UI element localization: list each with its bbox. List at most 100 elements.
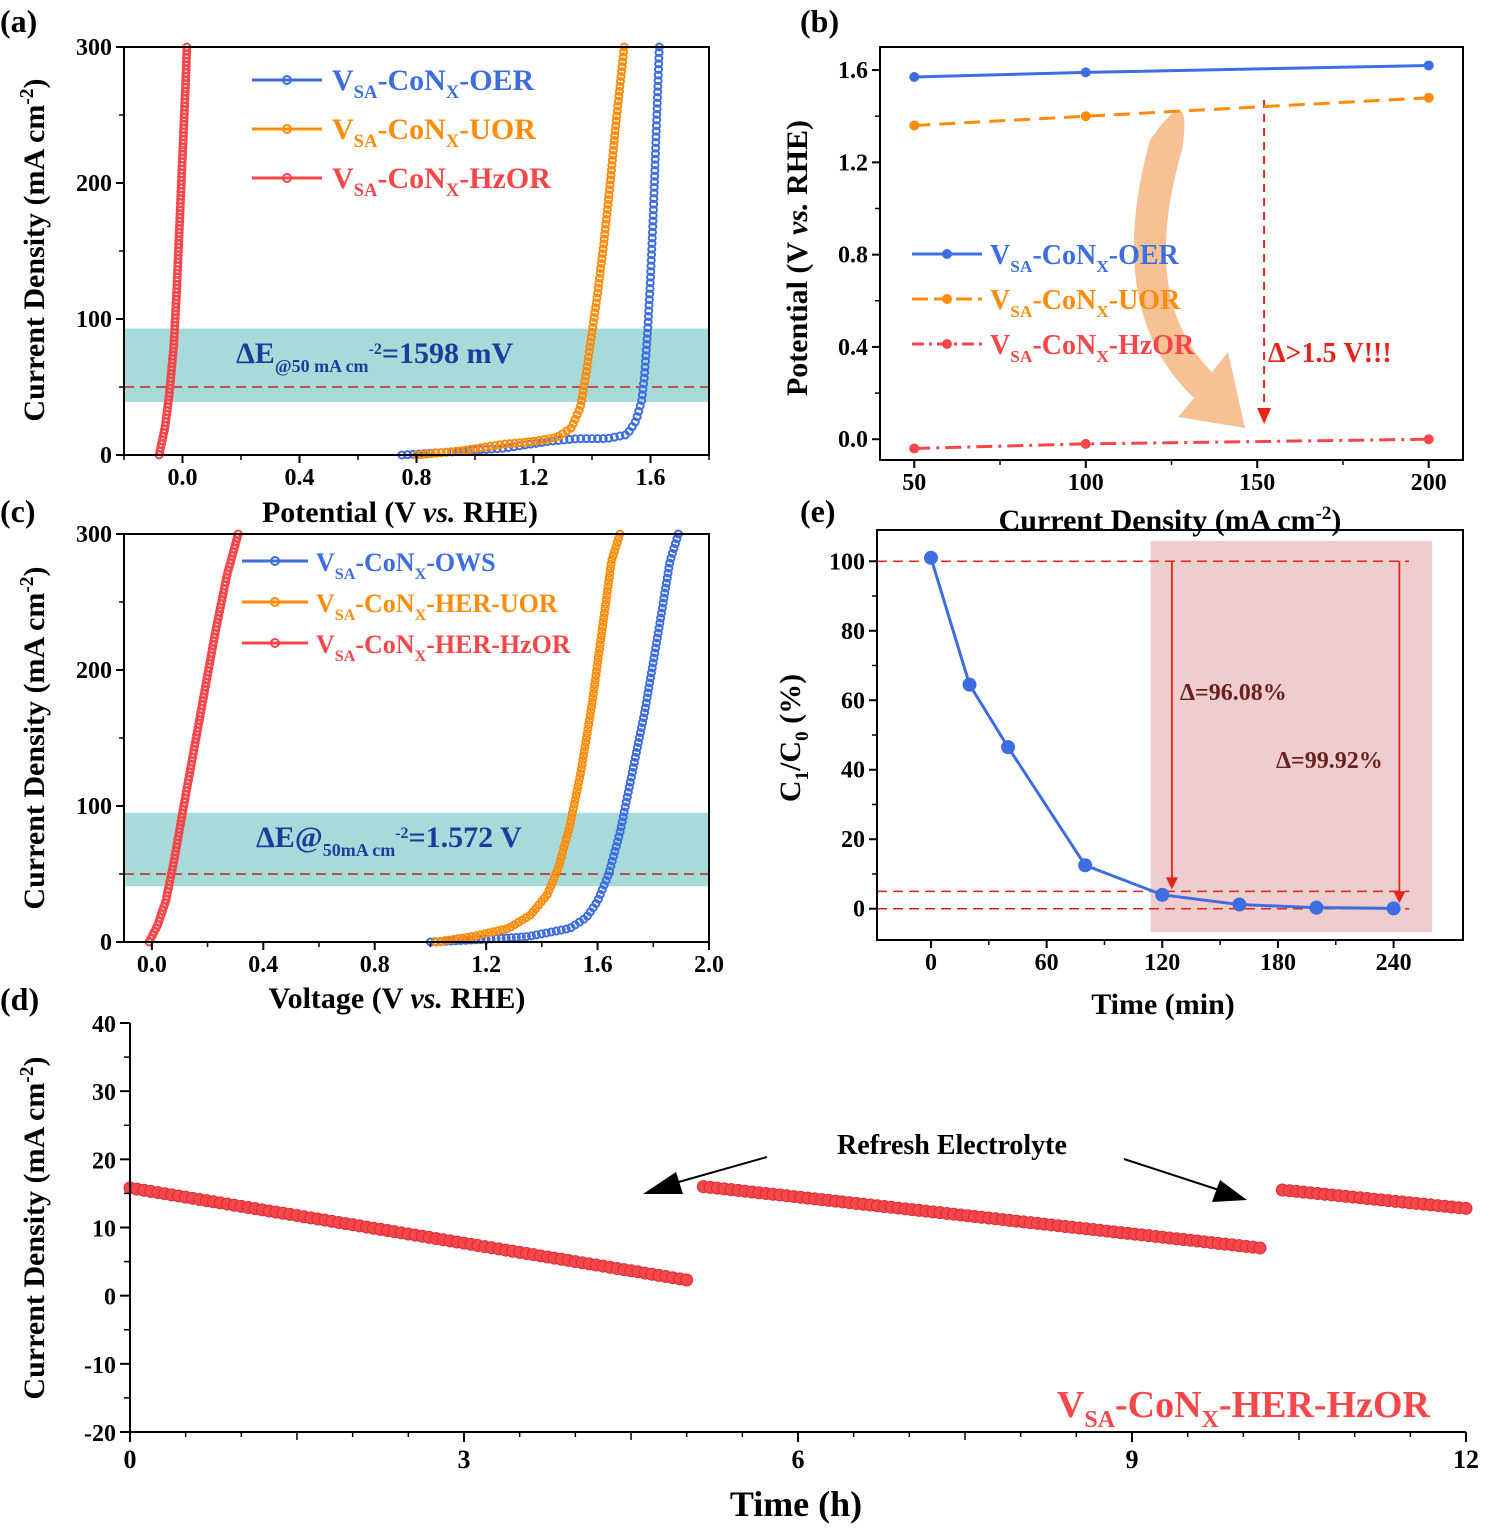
data-point-orange xyxy=(617,62,627,72)
delta-annotation: ΔE@50 mA cm-2=1598 mV xyxy=(236,337,513,376)
y-tick-label: 0.8 xyxy=(838,243,868,269)
y-tick-label: 60 xyxy=(841,688,865,714)
x-tick-label: 9 xyxy=(1126,1445,1139,1474)
data-point-orange xyxy=(565,821,575,831)
data-point-blue xyxy=(561,924,571,934)
data-point-blue xyxy=(649,188,659,198)
data-point-orange xyxy=(609,136,619,146)
data-point-red xyxy=(909,443,920,454)
data-point-blue xyxy=(645,278,655,288)
data-point-orange xyxy=(596,631,606,641)
data-point-orange xyxy=(595,273,605,283)
data-point-orange xyxy=(555,856,565,866)
data-point-orange xyxy=(600,604,610,614)
y-tick-label: 0 xyxy=(100,443,112,469)
data-point-blue xyxy=(652,638,662,648)
label-main: V xyxy=(332,113,354,146)
data-point-orange xyxy=(611,542,621,552)
data-point-blue xyxy=(653,628,663,638)
y-axis-label: C1/C0 (%) xyxy=(774,674,813,802)
data-point-orange xyxy=(602,209,612,219)
data-point-orange xyxy=(544,885,554,895)
data-point-blue xyxy=(556,925,566,935)
panel-label: (e) xyxy=(800,493,836,529)
data-point-orange xyxy=(615,76,625,86)
data-point-orange xyxy=(534,435,544,445)
data-point-blue xyxy=(646,267,656,277)
ylabel-mid: /C xyxy=(774,741,807,772)
data-point-blue xyxy=(645,283,655,293)
data-point-blue xyxy=(641,351,651,361)
data-point-blue xyxy=(1001,740,1016,755)
y-tick-label: 20 xyxy=(92,1148,116,1174)
data-point-blue xyxy=(619,807,629,817)
legend-label: VSA-CoNX-OER xyxy=(332,64,535,103)
data-point-blue xyxy=(635,728,645,738)
label-tail: -UOR xyxy=(1109,285,1181,316)
data-point-blue xyxy=(531,930,541,940)
data-point-orange xyxy=(607,160,617,170)
data-point-orange xyxy=(574,777,584,787)
data-point-orange xyxy=(592,662,602,672)
data-point-orange xyxy=(589,313,599,323)
data-point-blue xyxy=(634,406,644,416)
data-point-orange xyxy=(609,140,619,150)
data-point-orange xyxy=(589,684,599,694)
ylabel-tail: ) xyxy=(18,566,51,576)
data-point-blue xyxy=(644,306,654,316)
legend-label: VSA-CoNX-OER xyxy=(990,240,1180,276)
data-point-blue xyxy=(637,718,647,728)
data-point-orange xyxy=(600,229,610,239)
data-point-orange xyxy=(598,244,608,254)
data-point-orange xyxy=(585,711,595,721)
data-point-blue xyxy=(546,927,556,937)
data-point-blue xyxy=(613,837,623,847)
ylabel-sup: -2 xyxy=(17,88,38,104)
data-point-orange xyxy=(490,441,500,451)
data-point-orange xyxy=(591,666,601,676)
data-point-blue xyxy=(641,698,651,708)
data-point-blue xyxy=(644,683,654,693)
data-point-orange xyxy=(605,185,615,195)
x-tick-label: 0.4 xyxy=(248,952,278,978)
data-point-orange xyxy=(1423,92,1434,103)
data-point-orange xyxy=(489,927,499,937)
y-axis-label: Potential (V vs. RHE) xyxy=(781,120,814,396)
series-line-red xyxy=(914,437,1429,450)
data-point-orange xyxy=(608,551,618,561)
data-point-orange xyxy=(553,865,563,875)
legend-label: VSA-CoNX-UOR xyxy=(332,113,536,152)
data-point-orange xyxy=(574,405,584,415)
data-point-orange xyxy=(510,438,520,448)
data-point-blue xyxy=(1078,858,1093,873)
data-point-orange xyxy=(590,308,600,318)
data-point-orange xyxy=(591,298,601,308)
data-point-blue xyxy=(654,59,664,69)
data-point-blue xyxy=(643,328,653,338)
data-point-blue xyxy=(652,98,662,108)
data-point-blue xyxy=(643,311,653,321)
data-point-blue xyxy=(618,812,628,822)
annotation-tail: =1598 mV xyxy=(382,337,514,370)
data-point-orange xyxy=(573,782,583,792)
annotation-sup: -2 xyxy=(395,825,408,842)
data-point-orange xyxy=(613,101,623,111)
data-point-orange xyxy=(607,155,617,165)
data-point-orange xyxy=(549,433,559,443)
label-sub: X xyxy=(1096,347,1109,366)
data-point-orange xyxy=(595,639,605,649)
label-tail: -HER-UOR xyxy=(426,589,558,618)
data-point-orange xyxy=(475,930,485,940)
data-point-orange xyxy=(466,444,476,454)
data-point-orange xyxy=(560,839,570,849)
data-point-orange xyxy=(583,724,593,734)
data-point-blue xyxy=(603,871,613,881)
ylabel-text: Current Density (mA cm xyxy=(18,1083,51,1400)
data-point-blue xyxy=(651,143,661,153)
data-point-blue xyxy=(909,71,920,82)
data-point-orange xyxy=(590,675,600,685)
data-point-blue xyxy=(639,379,649,389)
ylabel-sub: 0 xyxy=(792,731,813,741)
data-point-blue xyxy=(656,613,666,623)
data-point-orange xyxy=(569,799,579,809)
